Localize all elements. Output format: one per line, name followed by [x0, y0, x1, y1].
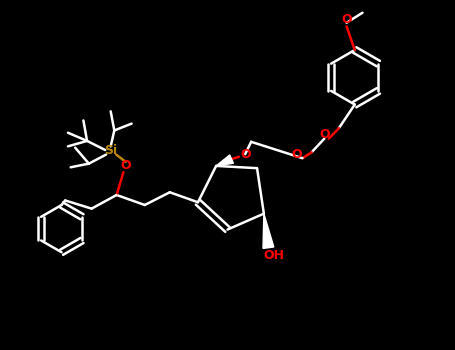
Text: O: O — [341, 13, 352, 26]
Polygon shape — [263, 214, 274, 248]
Polygon shape — [216, 155, 233, 166]
Text: O: O — [121, 159, 131, 172]
Text: O: O — [319, 128, 329, 141]
Text: Si: Si — [104, 145, 117, 158]
Text: O: O — [240, 148, 251, 161]
Text: O: O — [291, 148, 302, 161]
Text: OH: OH — [263, 250, 284, 262]
